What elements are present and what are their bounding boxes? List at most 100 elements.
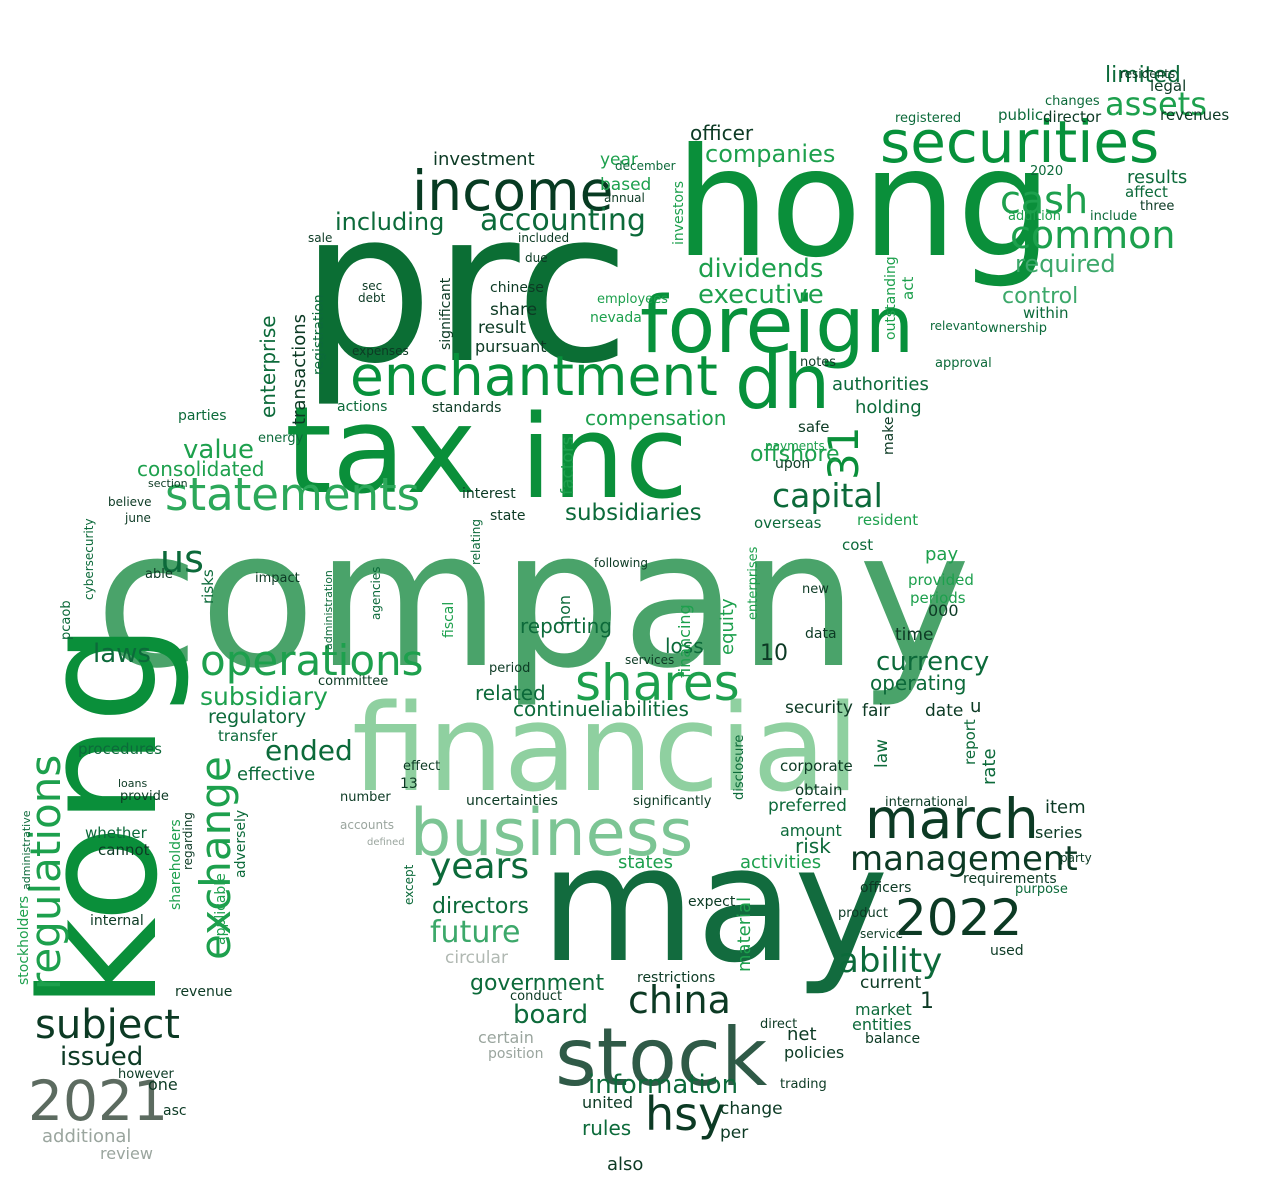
word-make: make bbox=[881, 417, 897, 455]
word-year: year bbox=[600, 150, 638, 170]
word-us: us bbox=[160, 537, 204, 581]
word-pcaob: pcaob bbox=[59, 600, 74, 640]
word-state: state bbox=[490, 508, 525, 524]
word-restrictions: restrictions bbox=[637, 970, 715, 986]
word-registered: registered bbox=[895, 111, 961, 126]
word-committee: committee bbox=[318, 674, 388, 689]
word-based: based bbox=[600, 175, 651, 195]
word-related: related bbox=[475, 681, 546, 705]
word-addition: addition bbox=[1008, 209, 1061, 224]
word-statements: statements bbox=[165, 468, 420, 521]
word-item: item bbox=[1045, 797, 1086, 818]
word-also: also bbox=[607, 1154, 643, 1175]
word-share: share bbox=[490, 300, 537, 320]
word-2020: 2020 bbox=[1030, 164, 1063, 179]
word-security: security bbox=[785, 698, 853, 718]
word-three: three bbox=[1140, 199, 1174, 214]
word-agencies: agencies bbox=[369, 566, 383, 620]
word-investment: investment bbox=[433, 149, 535, 170]
word-inc: inc bbox=[520, 391, 688, 525]
word-risks: risks bbox=[199, 569, 217, 604]
word-ended: ended bbox=[265, 734, 353, 767]
word-result: result bbox=[478, 318, 526, 338]
word-stockholders: stockholders bbox=[16, 896, 32, 985]
word-material: material bbox=[734, 897, 755, 972]
word-management: management bbox=[850, 839, 1078, 879]
word-loss: loss bbox=[665, 634, 704, 658]
word-business: business bbox=[410, 796, 693, 871]
word-position: position bbox=[488, 1046, 543, 1062]
word-number: number bbox=[340, 790, 391, 805]
word-effect: effect bbox=[403, 759, 440, 774]
word-resident: resident bbox=[857, 511, 918, 529]
word-actions: actions bbox=[337, 399, 387, 415]
word-executive: executive bbox=[698, 280, 824, 310]
word-policies: policies bbox=[784, 1043, 844, 1062]
word-trading: trading bbox=[780, 1077, 827, 1092]
word-china: china bbox=[628, 978, 731, 1022]
word-law: law bbox=[872, 739, 892, 768]
word-public: public bbox=[998, 106, 1043, 124]
word-legal: legal bbox=[1150, 77, 1186, 95]
word-outstanding: outstanding bbox=[883, 256, 899, 340]
word-requirements: requirements bbox=[963, 871, 1057, 887]
word-31: 31 bbox=[819, 427, 868, 480]
word-cost: cost bbox=[842, 536, 873, 554]
word-sale: sale bbox=[308, 231, 332, 245]
word-december: december bbox=[615, 159, 676, 173]
word-time: time bbox=[895, 625, 933, 645]
word-assets: assets bbox=[1105, 85, 1207, 123]
word-united: united bbox=[582, 1093, 633, 1112]
word-1: 1 bbox=[920, 989, 934, 1014]
word-internal: internal bbox=[90, 913, 144, 929]
word-employees: employees bbox=[597, 292, 668, 307]
word-hsy: hsy bbox=[645, 1087, 725, 1141]
word-limited: limited bbox=[1105, 63, 1181, 88]
word-residents: residents bbox=[1120, 67, 1175, 81]
word-subject: subject bbox=[35, 1002, 180, 1048]
word-securities: securities bbox=[880, 108, 1159, 176]
word-included: included bbox=[518, 231, 569, 245]
word-net: net bbox=[787, 1024, 817, 1045]
word-hong: hong bbox=[675, 117, 1052, 291]
word-overseas: overseas bbox=[754, 514, 822, 532]
word-u: u bbox=[970, 696, 981, 717]
word-due: due bbox=[525, 251, 548, 265]
word-adversely: adversely bbox=[233, 810, 249, 878]
word-accounts: accounts bbox=[340, 818, 394, 832]
word-regulatory: regulatory bbox=[208, 706, 306, 728]
word-party: party bbox=[1060, 851, 1092, 865]
word-2022: 2022 bbox=[895, 889, 1022, 947]
word-asc: asc bbox=[163, 1103, 187, 1119]
word-kong: kong bbox=[6, 622, 193, 1010]
word-directors: directors bbox=[432, 894, 529, 919]
word-including: including bbox=[335, 208, 444, 236]
word-authorities: authorities bbox=[832, 374, 929, 395]
word-registration: registration bbox=[311, 294, 327, 375]
word-believe: believe bbox=[108, 495, 152, 509]
word-enterprise: enterprise bbox=[256, 315, 280, 418]
word-procedures: procedures bbox=[78, 740, 162, 758]
word-include: include bbox=[1090, 209, 1137, 224]
word-offshore: offshore bbox=[750, 442, 840, 467]
word-review: review bbox=[100, 1144, 153, 1163]
word-equity: equity bbox=[717, 598, 738, 655]
word-act: act bbox=[899, 277, 917, 300]
word-risk: risk bbox=[795, 834, 831, 858]
word-amount: amount bbox=[780, 821, 842, 840]
word-preferred: preferred bbox=[768, 796, 847, 816]
word-administration: administration bbox=[322, 570, 335, 650]
word-interest: interest bbox=[462, 486, 516, 502]
word-operations: operations bbox=[200, 636, 424, 685]
word-used: used bbox=[990, 943, 1024, 959]
word-2021: 2021 bbox=[28, 1069, 168, 1133]
word-june: june bbox=[124, 511, 151, 525]
word-ability: ability bbox=[838, 941, 942, 981]
word-march: march bbox=[865, 787, 1039, 851]
word-liabilities: liabilities bbox=[600, 697, 689, 721]
word-annual: annual bbox=[604, 191, 645, 205]
word-dividends: dividends bbox=[698, 254, 823, 284]
word-able: able bbox=[145, 567, 173, 582]
word-rate: rate bbox=[979, 748, 1000, 785]
